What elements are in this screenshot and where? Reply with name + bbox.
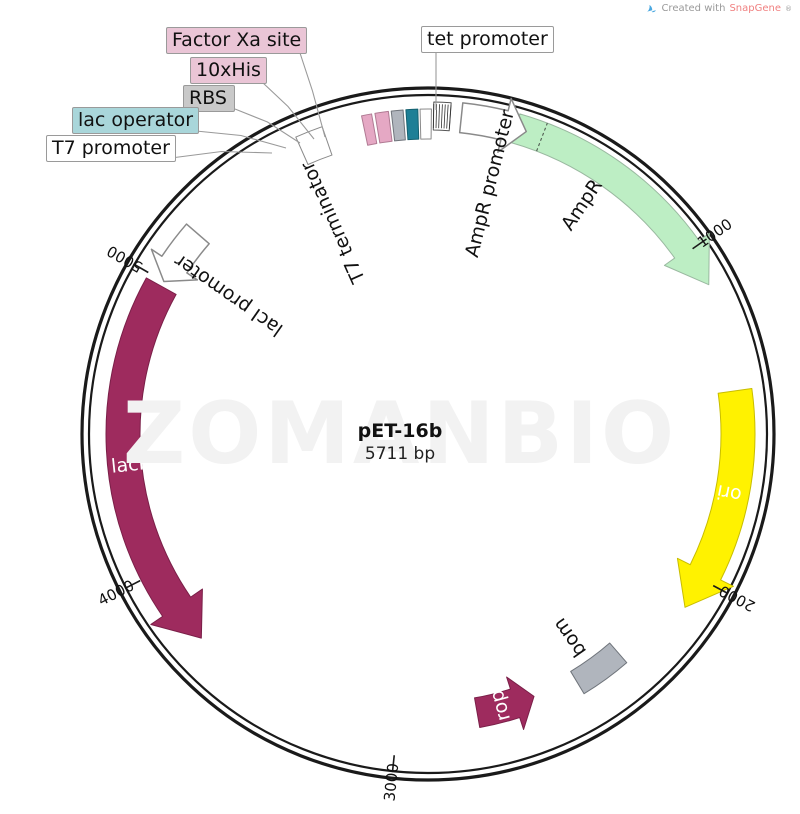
- feature-shape-factor-xa-site-feature[interactable]: [361, 113, 378, 146]
- callout-label-tet-promoter: tet promoter: [427, 28, 548, 50]
- feature-t7-terminator[interactable]: T7 terminator: [295, 126, 370, 288]
- tick-mark-1000: [692, 238, 707, 250]
- hatch-line: [443, 104, 446, 129]
- hatch-line: [446, 104, 449, 129]
- feature-shape-t7-terminator[interactable]: [295, 126, 333, 166]
- callout-label-t7-promoter: T7 promoter: [52, 137, 170, 159]
- feature-label-ori: ori: [715, 480, 743, 506]
- feature-shape-bom[interactable]: [570, 642, 628, 695]
- page-title: pET-16b: [357, 420, 443, 442]
- feature-laci-promoter[interactable]: lacI promoter: [150, 223, 287, 341]
- tick-mark-3000: [391, 755, 396, 773]
- feature-shape-t7-promoter-feature[interactable]: [419, 108, 432, 140]
- registered-mark: ®: [785, 4, 792, 13]
- feature-factor-xa-site-feature[interactable]: [361, 113, 378, 146]
- feature-label-laci-promoter: lacI promoter: [170, 249, 287, 340]
- snapgene-brand: SnapGene: [729, 3, 781, 14]
- tick-mark-2000: [712, 584, 729, 595]
- feature-shape-lac-operator-feature[interactable]: [405, 108, 420, 141]
- callout-label-lac-operator: lac operator: [78, 109, 194, 131]
- callout-label-factor-xa-site: Factor Xa site: [172, 29, 302, 51]
- plasmid-size-label: 5711 bp: [364, 444, 436, 464]
- feature-ori[interactable]: ori: [676, 387, 756, 608]
- tick-label-5000: 5000: [104, 242, 146, 277]
- feature-label-laci: lacI: [110, 452, 145, 477]
- callout-tet-promoter[interactable]: tet promoter: [421, 26, 554, 54]
- callout-lac-operator[interactable]: lac operator: [72, 107, 200, 135]
- callout-leader-factor-xa-site: [299, 52, 326, 138]
- tick-mark-5000: [133, 263, 149, 274]
- feature-shape-laci-promoter[interactable]: [150, 223, 210, 283]
- callout-leader-lac-operator: [195, 130, 287, 149]
- snapgene-credit-prefix: Created with: [661, 3, 726, 14]
- feature-shape-rbs-feature[interactable]: [390, 109, 406, 142]
- callout-t7-promoter[interactable]: T7 promoter: [46, 135, 176, 163]
- feature-tet-promoter-feature[interactable]: [432, 101, 452, 132]
- feature-shape-ampr-promoter[interactable]: [458, 97, 528, 153]
- feature-lac-operator-feature[interactable]: [405, 108, 420, 141]
- callout-leader-10xhis: [261, 81, 315, 140]
- feature-t7-promoter-feature[interactable]: [419, 108, 432, 140]
- feature-shape-ori[interactable]: [676, 387, 756, 608]
- callout-leader-t7-promoter: [170, 150, 273, 159]
- callout-line-layer: [170, 51, 437, 159]
- feature-shape-laci[interactable]: [105, 277, 203, 639]
- hatch-line: [438, 104, 440, 129]
- callout-factor-xa-site[interactable]: Factor Xa site: [166, 27, 308, 55]
- feature-rbs-feature[interactable]: [390, 109, 406, 142]
- feature-ampr-promoter[interactable]: AmpR promoter: [458, 97, 528, 260]
- callout-label-10xhis: 10xHis: [196, 59, 261, 81]
- snapgene-logo-icon: [647, 5, 657, 13]
- feature-label-bom: bom: [549, 614, 591, 661]
- feature-label-ampr: AmpR: [557, 175, 607, 234]
- hatch-line: [440, 104, 443, 129]
- feature-bom[interactable]: bom: [549, 614, 628, 695]
- tick-mark-4000: [124, 579, 141, 590]
- feature-laci[interactable]: lacI: [105, 277, 203, 639]
- feature-shape-10xhis-feature[interactable]: [374, 110, 393, 144]
- tick-label-3000: 3000: [380, 762, 402, 802]
- feature-label-t7-terminator: T7 terminator: [296, 158, 370, 287]
- plasmid-backbone: [80, 86, 776, 782]
- callout-label-rbs: RBS: [189, 87, 227, 109]
- callout-10xhis[interactable]: 10xHis: [190, 57, 267, 85]
- feature-shape-rop[interactable]: [474, 676, 535, 731]
- callout-leader-rbs: [234, 108, 301, 144]
- feature-shape-ampr[interactable]: [511, 113, 710, 286]
- feature-10xhis-feature[interactable]: [374, 110, 393, 144]
- feature-rop[interactable]: rop: [474, 676, 535, 731]
- snapgene-credit: Created with SnapGene ®: [646, 3, 792, 14]
- hatch-line: [448, 104, 452, 129]
